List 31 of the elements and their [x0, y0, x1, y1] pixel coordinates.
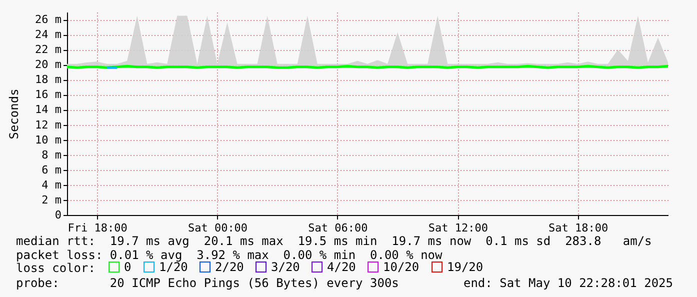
legend-label: 0	[124, 260, 132, 274]
y-tick-label: 10 m	[35, 133, 62, 146]
y-tick-label: 26 m	[35, 13, 62, 26]
y-axis-title: Seconds	[7, 88, 22, 140]
y-tick-label: 14 m	[35, 103, 62, 116]
y-tick-label: 22 m	[35, 43, 62, 56]
legend-label: 2/20	[215, 260, 244, 274]
y-tick-label: 18 m	[35, 73, 62, 86]
legend-title: loss color:	[16, 261, 96, 275]
y-tick-label: 0	[54, 208, 62, 222]
y-tick-label: 20 m	[35, 58, 62, 72]
text: median rtt: 19.7 ms avg 20.1 ms max 19.5 ms min 19.7 ms now 0.1 ms sd 283.8 am/s	[16, 234, 652, 248]
x-tick-label: Fri 18:00	[68, 222, 128, 234]
legend-label: 3/20	[271, 260, 300, 274]
x-tick-label: Sat 12:00	[428, 222, 488, 234]
legend-label: 19/20	[447, 260, 484, 274]
text: probe: 20 ICMP Echo Pings (56 Bytes) every 300s	[16, 276, 399, 290]
y-tick-label: 2 m	[42, 193, 62, 206]
y-tick-label: 16 m	[35, 88, 62, 102]
text: end: Sat May 10 22:28:01 2025	[463, 276, 673, 290]
y-tick-label: 6 m	[42, 163, 62, 176]
y-tick-label: 24 m	[35, 28, 62, 42]
x-tick-label: Sat 00:00	[188, 222, 248, 234]
y-tick-label: 8 m	[42, 148, 62, 162]
text: packet loss: 0.01 % avg 3.92 % max 0.00 % min 0.00 % now	[16, 248, 444, 262]
y-tick-label: 12 m	[35, 118, 62, 132]
y-tick-label: 4 m	[42, 178, 62, 192]
x-tick-label: Sat 06:00	[308, 222, 368, 234]
x-tick-label: Sat 18:00	[548, 222, 608, 234]
legend-label: 4/20	[327, 260, 356, 274]
legend-label: 10/20	[383, 260, 420, 274]
